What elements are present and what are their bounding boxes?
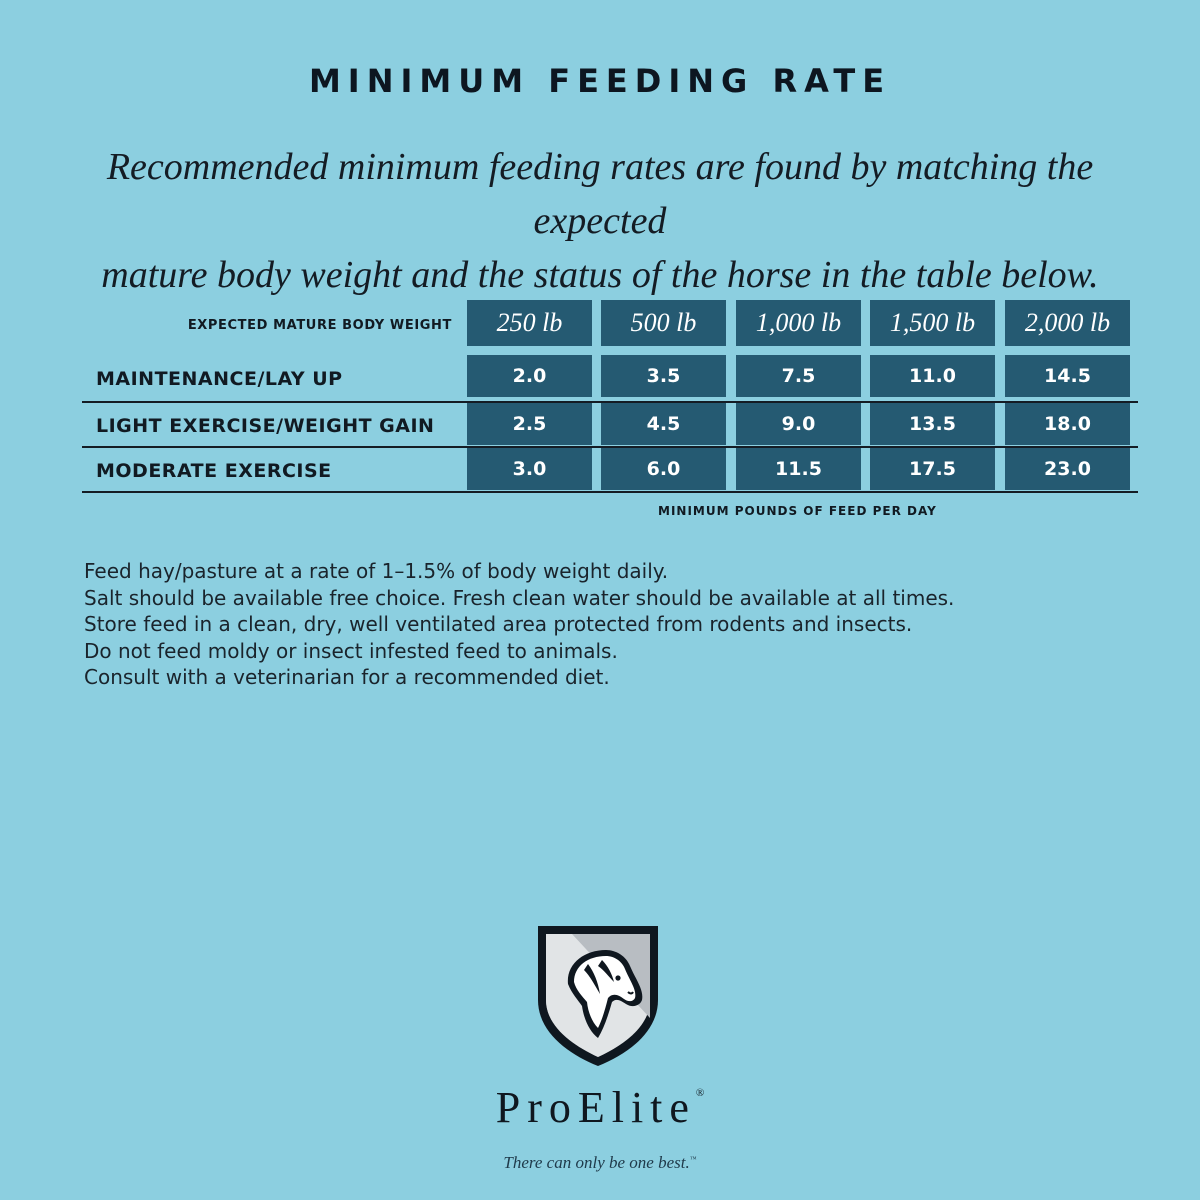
- row-label-maintenance: MAINTENANCE/LAY UP: [96, 368, 343, 390]
- table-cell: 2.5: [467, 403, 592, 445]
- table-cell: 7.5: [736, 355, 861, 397]
- table-cell: 17.5: [870, 448, 995, 490]
- table-footnote: MINIMUM POUNDS OF FEED PER DAY: [658, 504, 937, 518]
- horse-shield-logo-icon: [538, 926, 658, 1066]
- registered-mark: ®: [695, 1087, 705, 1099]
- brand-logo-text: ProElite®: [0, 1082, 1200, 1133]
- table-cell: 11.5: [736, 448, 861, 490]
- note-line: Salt should be available free choice. Fr…: [84, 585, 955, 610]
- row-divider: [82, 401, 1138, 403]
- weight-header-500: 500 lb: [601, 300, 726, 346]
- brand-name: ProElite: [495, 1083, 696, 1132]
- brand-tagline: There can only be one best.™: [0, 1153, 1200, 1173]
- row-divider: [82, 491, 1138, 493]
- note-line: Feed hay/pasture at a rate of 1–1.5% of …: [84, 559, 669, 583]
- row-divider: [82, 446, 1138, 448]
- subtitle-line-1: Recommended minimum feeding rates are fo…: [106, 146, 1094, 242]
- weight-row-label: EXPECTED MATURE BODY WEIGHT: [187, 318, 452, 333]
- table-cell: 18.0: [1005, 403, 1130, 445]
- subtitle-line-2: mature body weight and the status of the…: [101, 254, 1099, 296]
- feeding-notes: Feed hay/pasture at a rate of 1–1.5% of …: [84, 558, 1134, 691]
- weight-header-1500: 1,500 lb: [870, 300, 995, 346]
- subtitle: Recommended minimum feeding rates are fo…: [60, 140, 1140, 302]
- note-line: Consult with a veterinarian for a recomm…: [84, 665, 610, 689]
- row-label-light-exercise: LIGHT EXERCISE/WEIGHT GAIN: [96, 415, 435, 437]
- weight-header-250: 250 lb: [467, 300, 592, 346]
- table-cell: 11.0: [870, 355, 995, 397]
- table-cell: 3.5: [601, 355, 726, 397]
- table-cell: 6.0: [601, 448, 726, 490]
- table-cell: 2.0: [467, 355, 592, 397]
- tagline-text: There can only be one best.: [503, 1153, 690, 1172]
- page-title: MINIMUM FEEDING RATE: [308, 62, 892, 100]
- trademark-mark: ™: [689, 1155, 697, 1163]
- table-cell: 4.5: [601, 403, 726, 445]
- table-cell: 23.0: [1005, 448, 1130, 490]
- table-cell: 14.5: [1005, 355, 1130, 397]
- note-line: Store feed in a clean, dry, well ventila…: [84, 612, 913, 636]
- row-label-moderate-exercise: MODERATE EXERCISE: [96, 460, 332, 482]
- table-cell: 3.0: [467, 448, 592, 490]
- weight-header-2000: 2,000 lb: [1005, 300, 1130, 346]
- weight-header-1000: 1,000 lb: [736, 300, 861, 346]
- note-line: Do not feed moldy or insect infested fee…: [84, 638, 618, 663]
- table-cell: 13.5: [870, 403, 995, 445]
- table-cell: 9.0: [736, 403, 861, 445]
